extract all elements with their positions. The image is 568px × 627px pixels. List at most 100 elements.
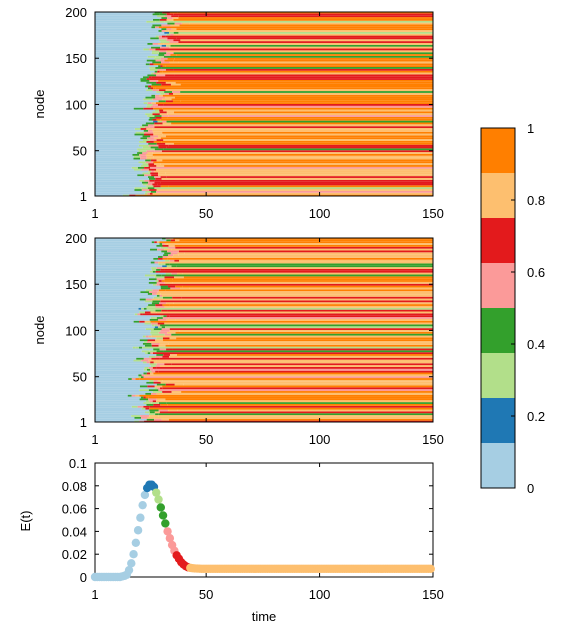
heatmap-cell — [157, 63, 433, 66]
heatmap-cell — [95, 61, 153, 64]
heatmap-top-ylabel: node — [32, 90, 47, 119]
heatmap-cell — [148, 168, 157, 171]
heatmap-cell — [149, 278, 157, 281]
heatmap-cell — [149, 309, 156, 312]
heatmap-cell — [159, 342, 169, 345]
heatmap-cell — [154, 148, 164, 151]
heatmap-cell — [155, 94, 159, 97]
heatmap-cell — [95, 335, 143, 338]
heatmap-cell — [158, 144, 169, 147]
heatmap-cell — [145, 376, 434, 379]
heatmap-cell — [95, 243, 160, 245]
heatmap-cell — [143, 372, 147, 375]
heatmap-cell — [163, 354, 171, 356]
heatmap-cell — [95, 96, 146, 99]
heatmap-cell — [95, 135, 143, 138]
heatmap-cell — [95, 20, 147, 23]
heatmap-cell — [159, 348, 167, 351]
heatmap-cell — [171, 15, 179, 18]
heatmap-cell — [143, 78, 147, 80]
heatmap-cell — [150, 37, 159, 40]
heatmap-cell — [156, 293, 161, 295]
heatmap-cell — [144, 320, 151, 323]
heatmap-cell — [156, 168, 433, 171]
heatmap-cell — [158, 409, 169, 412]
heatmap-cell — [139, 153, 146, 156]
heatmap-cell — [160, 185, 169, 188]
heatmap-cell — [152, 61, 162, 64]
heatmap-cell — [150, 261, 155, 264]
heatmap-cell — [161, 67, 168, 69]
heatmap-cell — [95, 35, 156, 38]
heatmap-cell — [158, 280, 162, 282]
heatmap-cell — [160, 403, 168, 406]
heatmap-cell — [146, 128, 153, 130]
heatmap-cell — [152, 400, 157, 403]
colorbar-swatch — [481, 398, 515, 443]
heatmap-cell — [164, 31, 170, 34]
heatmap-cell — [159, 357, 433, 360]
heatmap-cell — [95, 55, 148, 58]
heatmap-cell — [95, 328, 146, 330]
heatmap-cell — [95, 311, 140, 314]
heatmap-cell — [95, 72, 152, 75]
heatmap-cell — [167, 79, 433, 82]
heatmap-cell — [169, 328, 433, 330]
heatmap-cell — [134, 168, 142, 171]
heatmap-cell — [169, 355, 433, 358]
heatmap-cell — [162, 131, 433, 134]
heatmap-cell — [137, 313, 141, 316]
heatmap-cell — [168, 317, 433, 319]
heatmap-cell — [95, 102, 144, 104]
heatmap-cell — [173, 92, 433, 95]
heatmap-cell — [163, 350, 433, 353]
heatmap-cell — [95, 79, 141, 82]
heatmap-cell — [161, 116, 168, 119]
heatmap-cell — [95, 389, 140, 392]
colorbar-tick-label: 0.4 — [527, 337, 545, 352]
heatmap-cell — [95, 137, 141, 140]
heatmap-cell — [160, 287, 171, 290]
heatmap-cell — [95, 305, 147, 308]
heatmap-cell — [144, 166, 151, 169]
heatmap-cell — [95, 115, 148, 117]
heatmap-cell — [139, 298, 146, 301]
heatmap-cell — [149, 400, 153, 403]
heatmap-cell — [143, 76, 146, 79]
heatmap-cell — [95, 287, 161, 290]
heatmap-cell — [169, 330, 180, 332]
heatmap-cell — [155, 96, 166, 99]
heatmap-cell — [95, 172, 143, 175]
heatmap-cell — [95, 405, 132, 408]
heatmap-cell — [146, 155, 154, 158]
heatmap-cell — [165, 74, 175, 77]
heatmap-cell — [95, 322, 145, 325]
x-tick-label: 100 — [309, 587, 331, 602]
heatmap-cell — [159, 294, 162, 297]
heatmap-cell — [95, 74, 148, 77]
heatmap-cell — [175, 239, 180, 242]
heatmap-cell — [95, 46, 152, 49]
heatmap-cell — [95, 268, 152, 271]
heatmap-cell — [153, 372, 433, 375]
heatmap-cell — [157, 183, 433, 186]
heatmap-cell — [150, 317, 157, 319]
heatmap-cell — [166, 146, 433, 149]
heatmap-cell — [172, 91, 181, 93]
heatmap-cell — [162, 70, 433, 73]
heatmap-cell — [133, 107, 144, 110]
heatmap-cell — [95, 333, 152, 336]
heatmap-cell — [95, 139, 144, 141]
heatmap-cell — [95, 50, 153, 53]
heatmap-cell — [165, 135, 433, 138]
heatmap-cell — [159, 241, 434, 244]
heatmap-cell — [140, 126, 145, 129]
heatmap-cell — [95, 339, 140, 342]
heatmap-cell — [163, 55, 173, 58]
heatmap-cell — [159, 283, 164, 286]
heatmap-cell — [173, 250, 179, 253]
heatmap-cell — [178, 31, 433, 34]
heatmap-cell — [95, 381, 147, 384]
heatmap-cell — [131, 405, 138, 408]
heatmap-cell — [157, 387, 160, 390]
